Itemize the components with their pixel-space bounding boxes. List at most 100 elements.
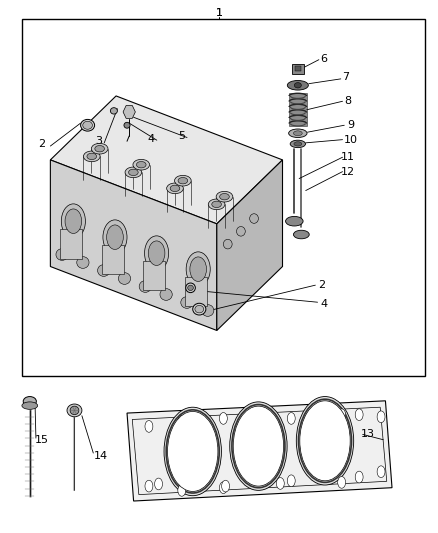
- Text: 14: 14: [94, 451, 108, 461]
- Text: 2: 2: [38, 139, 45, 149]
- Ellipse shape: [77, 257, 89, 269]
- Ellipse shape: [136, 161, 146, 168]
- Ellipse shape: [355, 471, 363, 483]
- Ellipse shape: [118, 273, 131, 285]
- Ellipse shape: [23, 397, 36, 406]
- Ellipse shape: [178, 177, 187, 184]
- Ellipse shape: [167, 411, 218, 491]
- Ellipse shape: [65, 209, 82, 233]
- Ellipse shape: [181, 296, 193, 308]
- Text: 1: 1: [215, 9, 223, 18]
- Ellipse shape: [103, 220, 127, 255]
- Ellipse shape: [145, 480, 153, 492]
- Ellipse shape: [155, 478, 162, 490]
- Ellipse shape: [145, 421, 153, 432]
- Text: 5: 5: [178, 131, 185, 141]
- Ellipse shape: [70, 406, 79, 415]
- Bar: [185, 277, 207, 306]
- Ellipse shape: [81, 119, 95, 131]
- Text: 1: 1: [215, 9, 223, 18]
- Ellipse shape: [237, 227, 245, 236]
- Bar: [102, 245, 124, 274]
- Ellipse shape: [201, 305, 214, 316]
- Ellipse shape: [222, 480, 230, 492]
- Ellipse shape: [95, 146, 105, 152]
- Ellipse shape: [83, 122, 92, 130]
- Ellipse shape: [296, 397, 354, 485]
- Polygon shape: [50, 160, 217, 330]
- Bar: [292, 64, 304, 74]
- Ellipse shape: [377, 411, 385, 423]
- Ellipse shape: [186, 283, 195, 293]
- Ellipse shape: [178, 415, 186, 427]
- Ellipse shape: [212, 201, 222, 207]
- Ellipse shape: [208, 199, 225, 209]
- Ellipse shape: [193, 303, 206, 315]
- Bar: [289, 93, 307, 126]
- Polygon shape: [217, 160, 283, 330]
- Ellipse shape: [294, 83, 301, 88]
- Ellipse shape: [110, 108, 117, 114]
- Ellipse shape: [148, 241, 165, 265]
- Text: 4: 4: [148, 134, 155, 143]
- Ellipse shape: [145, 236, 169, 271]
- Ellipse shape: [160, 289, 172, 301]
- Ellipse shape: [190, 257, 207, 281]
- Ellipse shape: [355, 409, 363, 421]
- Ellipse shape: [338, 409, 346, 421]
- Ellipse shape: [139, 280, 152, 292]
- Ellipse shape: [22, 402, 38, 409]
- Ellipse shape: [133, 159, 149, 170]
- Ellipse shape: [107, 225, 124, 249]
- Ellipse shape: [125, 167, 142, 177]
- Bar: [143, 261, 166, 290]
- Ellipse shape: [250, 214, 258, 223]
- Ellipse shape: [170, 185, 180, 191]
- Ellipse shape: [223, 239, 232, 249]
- Ellipse shape: [377, 466, 385, 478]
- Ellipse shape: [300, 401, 350, 481]
- Ellipse shape: [289, 129, 307, 138]
- Ellipse shape: [230, 402, 287, 490]
- Text: 6: 6: [321, 54, 328, 63]
- Text: 8: 8: [345, 96, 352, 106]
- Text: 3: 3: [95, 136, 102, 146]
- Polygon shape: [123, 106, 135, 118]
- Ellipse shape: [293, 131, 302, 136]
- Ellipse shape: [294, 142, 302, 146]
- Text: 4: 4: [321, 299, 328, 309]
- Bar: [295, 66, 301, 71]
- Ellipse shape: [276, 478, 284, 489]
- Ellipse shape: [219, 482, 227, 494]
- Ellipse shape: [61, 204, 85, 239]
- Text: 13: 13: [361, 430, 375, 439]
- Ellipse shape: [186, 252, 210, 287]
- Ellipse shape: [233, 406, 283, 486]
- Ellipse shape: [195, 305, 204, 313]
- Text: 11: 11: [341, 152, 355, 162]
- Text: 12: 12: [341, 167, 355, 176]
- Ellipse shape: [219, 413, 227, 424]
- Polygon shape: [127, 401, 392, 501]
- Text: 10: 10: [343, 135, 357, 144]
- Ellipse shape: [87, 153, 96, 159]
- Polygon shape: [50, 96, 283, 224]
- Ellipse shape: [219, 193, 230, 200]
- Ellipse shape: [56, 248, 68, 260]
- Ellipse shape: [124, 123, 130, 128]
- Text: 7: 7: [343, 72, 350, 82]
- Ellipse shape: [293, 230, 309, 239]
- Bar: [60, 229, 82, 259]
- Ellipse shape: [67, 404, 82, 417]
- Ellipse shape: [83, 151, 100, 161]
- Text: 15: 15: [35, 435, 49, 445]
- Ellipse shape: [187, 285, 194, 290]
- Text: 2: 2: [318, 280, 325, 290]
- Ellipse shape: [91, 143, 108, 154]
- Ellipse shape: [166, 183, 184, 193]
- Ellipse shape: [164, 407, 221, 496]
- Text: 9: 9: [347, 120, 354, 130]
- Ellipse shape: [286, 216, 303, 226]
- Ellipse shape: [287, 413, 295, 424]
- Ellipse shape: [178, 484, 186, 496]
